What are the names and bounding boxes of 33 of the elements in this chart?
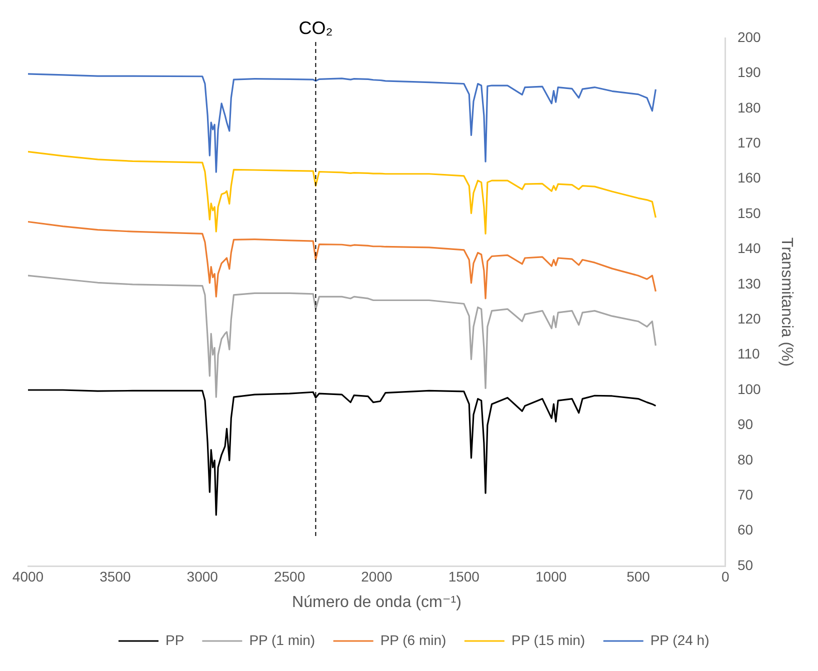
y-tick-label: 60 xyxy=(737,522,754,538)
y-tick-label: 130 xyxy=(737,275,762,292)
legend-label: PP (15 min) xyxy=(511,632,586,648)
legend-label: PP xyxy=(166,632,184,648)
legend-label: PP (24 h) xyxy=(650,632,710,648)
y-tick-label: 100 xyxy=(737,380,762,397)
y-tick-label: 200 xyxy=(737,28,762,45)
x-tick-label: 1000 xyxy=(536,568,567,584)
x-tick-label: 2500 xyxy=(274,568,306,584)
y-tick-label: 150 xyxy=(737,204,762,221)
x-tick-label: 1500 xyxy=(448,568,480,584)
y-axis-title: Transmitancia (%) xyxy=(778,237,795,367)
y-tick-label: 80 xyxy=(737,451,754,468)
y-tick-label: 170 xyxy=(737,134,762,150)
y-tick-label: 110 xyxy=(737,346,760,362)
x-tick-label: 2000 xyxy=(361,568,392,584)
y-tick-label: 70 xyxy=(737,486,754,502)
x-tick-label: 500 xyxy=(626,568,650,584)
legend-label: PP (6 min) xyxy=(380,632,446,648)
y-tick-label: 180 xyxy=(737,99,762,116)
x-axis-title: Número de onda (cm⁻¹) xyxy=(292,594,462,611)
y-tick-label: 90 xyxy=(737,416,754,432)
x-tick-label: 4000 xyxy=(12,568,44,584)
y-tick-label: 50 xyxy=(737,556,754,573)
x-tick-label: 0 xyxy=(722,568,730,584)
y-tick-label: 120 xyxy=(737,310,762,326)
ref-line-label: CO₂ xyxy=(298,18,333,38)
x-tick-label: 3000 xyxy=(186,568,218,584)
y-tick-label: 190 xyxy=(737,64,762,80)
legend-label: PP (1 min) xyxy=(249,632,316,648)
x-tick-label: 3500 xyxy=(100,568,131,584)
y-tick-label: 160 xyxy=(737,170,762,186)
y-tick-label: 140 xyxy=(737,240,762,256)
